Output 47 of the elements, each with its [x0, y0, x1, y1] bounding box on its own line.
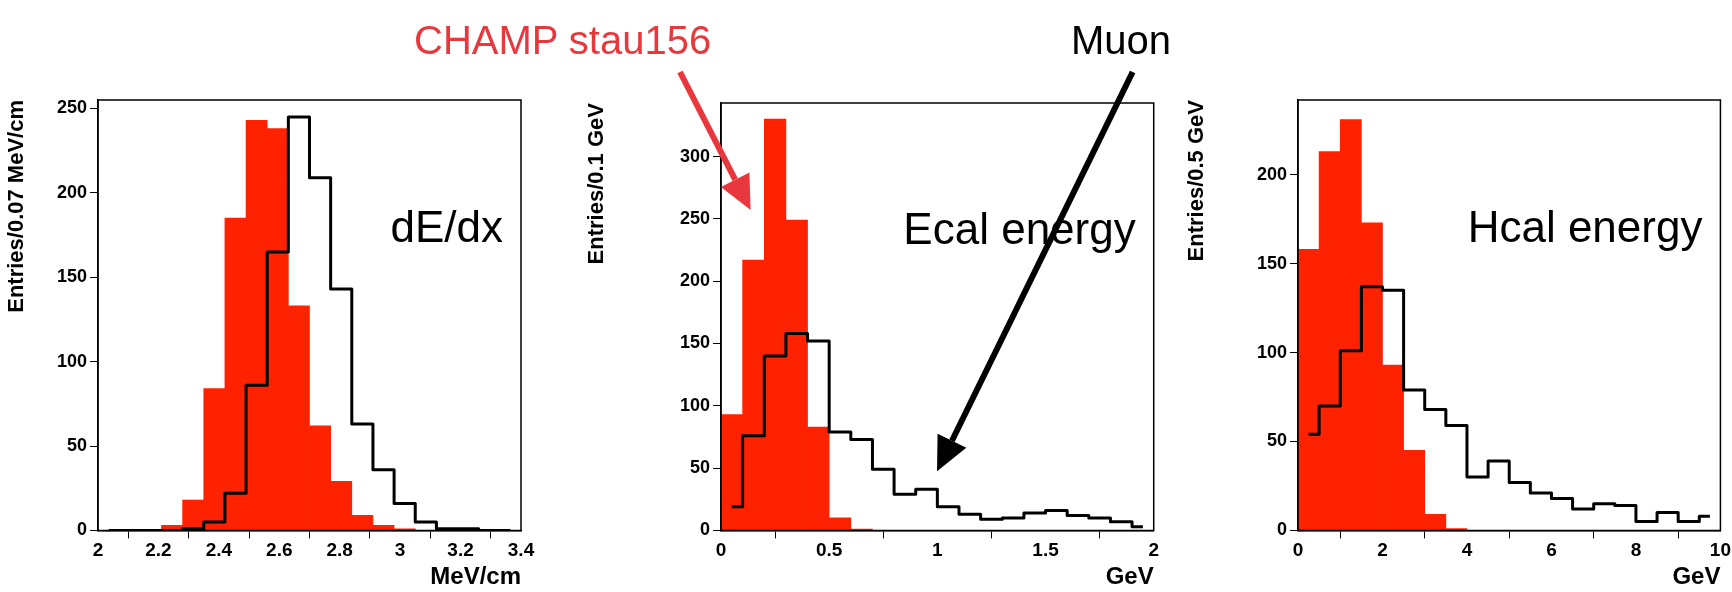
annotation: dE/dx: [390, 202, 503, 252]
x-tick-label: 0.5: [815, 539, 843, 561]
x-tick-label: 4: [1461, 539, 1473, 561]
y-tick-label: 200: [1256, 163, 1287, 184]
y-axis-title: Entries/0.1 GeV: [583, 102, 609, 265]
series-label: CHAMP stau156: [414, 18, 712, 62]
x-tick-label: 0: [1292, 539, 1304, 561]
y-tick-label: 200: [56, 181, 87, 202]
annotation: Hcal energy: [1467, 202, 1703, 252]
x-tick-label: 2.2: [145, 539, 172, 561]
y-tick-label: 150: [56, 266, 87, 287]
x-tick-label: 3.4: [507, 539, 535, 561]
x-tick-label: 8: [1630, 539, 1642, 561]
y-tick-label: 50: [689, 457, 710, 478]
x-tick-label: 1: [932, 539, 944, 561]
y-tick-label: 100: [1256, 341, 1287, 362]
x-axis-title: GeV: [1105, 562, 1154, 590]
y-axis-title: Entries/0.5 GeV: [1183, 99, 1209, 262]
y-tick-label: 0: [76, 519, 87, 540]
x-tick-label: 2.6: [266, 539, 293, 561]
x-tick-label: 3.2: [447, 539, 474, 561]
x-tick-label: 2.8: [326, 539, 353, 561]
x-tick-label: 2: [92, 539, 104, 561]
y-tick-label: 250: [679, 207, 710, 228]
x-tick-label: 2: [1377, 539, 1388, 561]
y-tick-label: 0: [1276, 519, 1287, 540]
x-tick-label: 10: [1709, 539, 1731, 561]
y-tick-label: 300: [679, 145, 710, 166]
x-tick-label: 3: [394, 539, 406, 561]
y-axis-title: Entries/0.07 MeV/cm: [3, 100, 29, 313]
y-tick-label: 50: [1266, 430, 1287, 451]
x-tick-label: 0: [715, 539, 727, 561]
x-tick-label: 6: [1546, 539, 1557, 561]
y-tick-label: 150: [679, 332, 710, 353]
x-axis-title: MeV/cm: [430, 562, 521, 590]
x-tick-label: 2.4: [205, 539, 233, 561]
y-tick-label: 100: [56, 350, 87, 371]
x-axis-title: GeV: [1672, 562, 1721, 590]
y-tick-label: 250: [56, 97, 87, 118]
text: Muon: [1071, 18, 1172, 62]
y-tick-label: 200: [679, 270, 710, 291]
y-tick-label: 150: [1256, 252, 1287, 273]
y-tick-label: 0: [699, 519, 710, 540]
y-tick-label: 50: [66, 434, 87, 455]
x-tick-label: 1.5: [1032, 539, 1060, 561]
x-tick-label: 2: [1148, 539, 1160, 561]
y-tick-label: 100: [679, 394, 710, 415]
